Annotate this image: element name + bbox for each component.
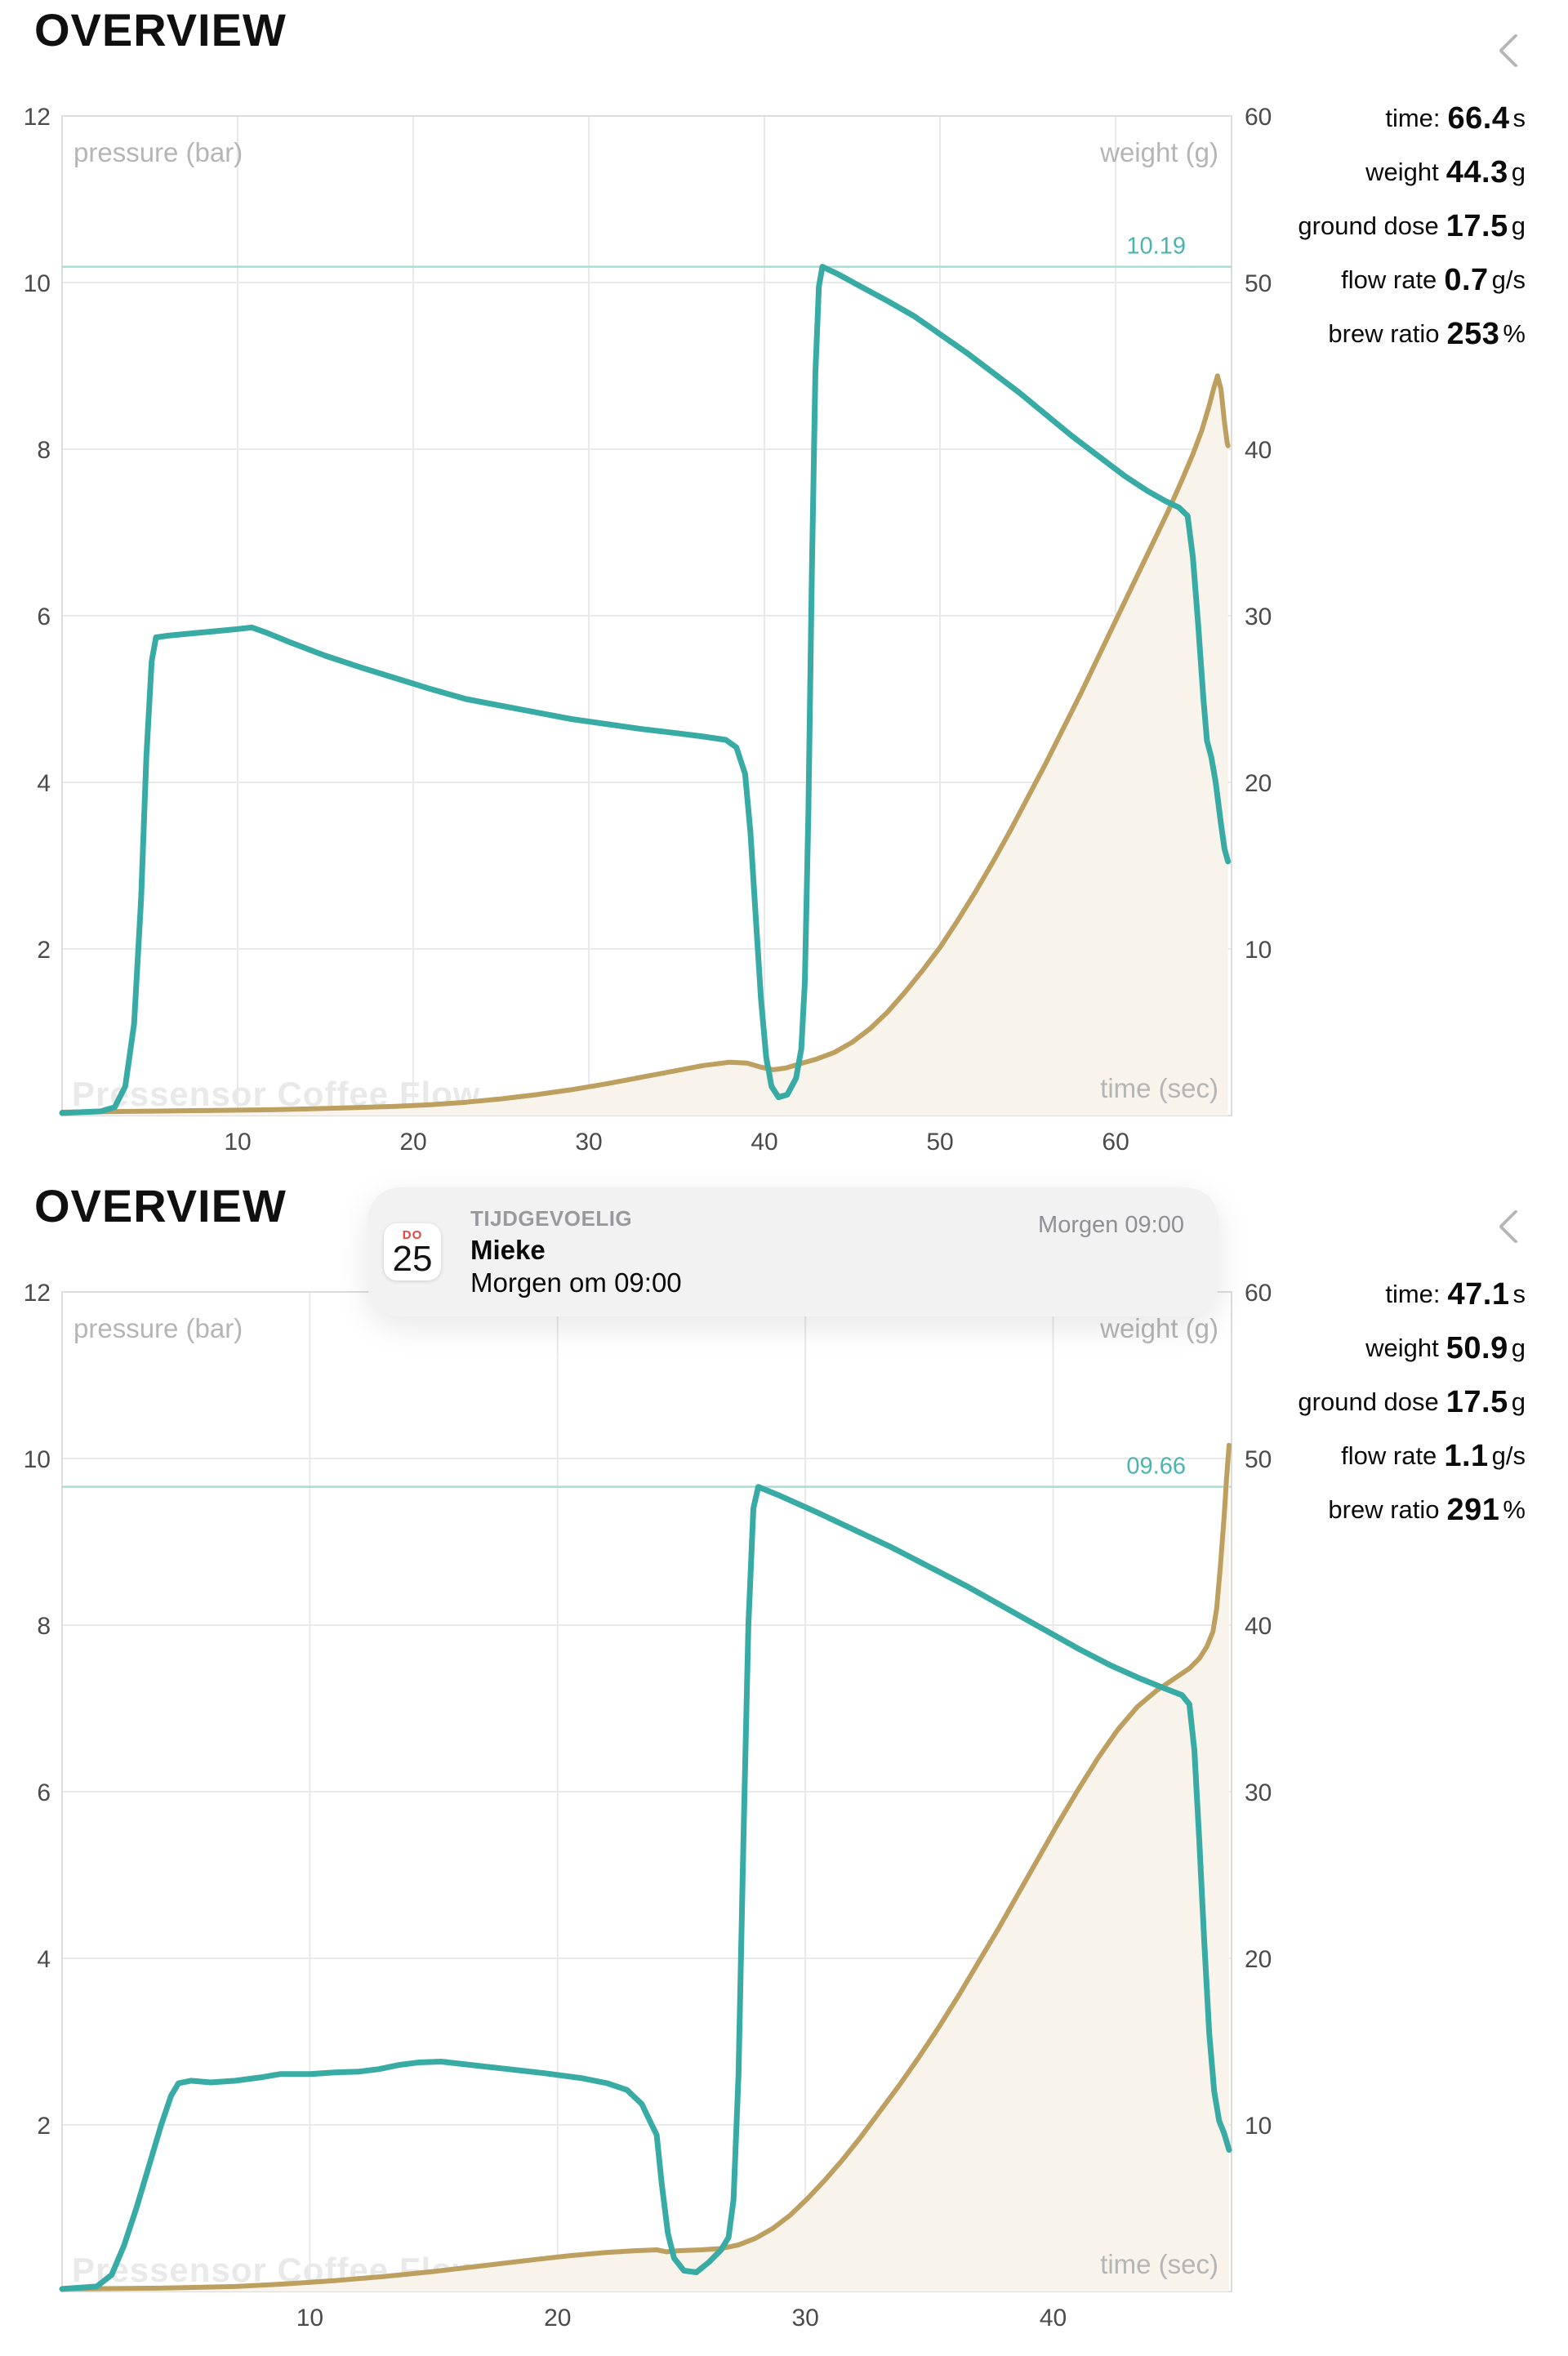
svg-text:30: 30 bbox=[1245, 603, 1272, 630]
stat-flow-rate: flow rate 0.7 g/s bbox=[1341, 262, 1526, 297]
brew-chart-2: Pressensor Coffee Flow 09.66 pressure (bar… bbox=[0, 1176, 1274, 2352]
svg-text:6: 6 bbox=[37, 603, 51, 630]
calendar-day-abbr: DO bbox=[402, 1227, 423, 1242]
svg-text:50: 50 bbox=[926, 1129, 953, 1156]
svg-text:60: 60 bbox=[1245, 1280, 1272, 1307]
stat-brew-ratio: brew ratio 253% bbox=[1328, 316, 1526, 351]
svg-text:pressure (bar): pressure (bar) bbox=[74, 1313, 243, 1343]
stats-panel: time: 47.1 s weight 50.9 g ground dose 17.5 g … bbox=[1298, 1267, 1526, 1537]
svg-text:2: 2 bbox=[37, 937, 51, 964]
stat-brew-ratio: brew ratio 291% bbox=[1328, 1492, 1526, 1527]
svg-text:20: 20 bbox=[1245, 1946, 1272, 1973]
svg-text:10: 10 bbox=[224, 1129, 251, 1156]
stat-ground-dose: ground dose 17.5 g bbox=[1298, 1384, 1526, 1419]
svg-text:40: 40 bbox=[1040, 2305, 1067, 2332]
stat-time: time: 47.1 s bbox=[1385, 1276, 1526, 1312]
svg-text:time (sec): time (sec) bbox=[1100, 2249, 1218, 2279]
stat-flow-rate: flow rate 1.1 g/s bbox=[1341, 1438, 1526, 1473]
svg-text:20: 20 bbox=[399, 1129, 426, 1156]
notification-message: Morgen om 09:00 bbox=[470, 1267, 682, 1298]
brew-overview-section-1: Pressensor Coffee Flow 10.19 pressure (bar… bbox=[0, 0, 1568, 1176]
svg-text:09.66: 09.66 bbox=[1126, 1454, 1186, 1480]
svg-text:10: 10 bbox=[1245, 2113, 1272, 2140]
svg-text:20: 20 bbox=[1245, 770, 1272, 797]
stats-panel: time: 66.4 s weight 44.3 g ground dose 17.5 g … bbox=[1298, 91, 1526, 361]
svg-text:8: 8 bbox=[37, 437, 51, 464]
svg-text:30: 30 bbox=[791, 2305, 818, 2332]
svg-text:50: 50 bbox=[1245, 1446, 1272, 1473]
collapse-chevron-button[interactable] bbox=[1496, 31, 1535, 70]
svg-text:10.19: 10.19 bbox=[1126, 234, 1186, 260]
page-title: OVERVIEW bbox=[34, 1180, 287, 1231]
calendar-icon: DO 25 bbox=[384, 1223, 441, 1280]
svg-text:4: 4 bbox=[37, 770, 51, 797]
collapse-chevron-button[interactable] bbox=[1496, 1207, 1535, 1246]
chevron-left-icon bbox=[1498, 33, 1534, 69]
notification-banner[interactable]: DO 25 TIJDGEVOELIG Mieke Morgen om 09:00… bbox=[368, 1187, 1218, 1316]
svg-text:30: 30 bbox=[1245, 1779, 1272, 1806]
svg-text:12: 12 bbox=[24, 104, 51, 131]
stat-weight: weight 50.9 g bbox=[1365, 1330, 1526, 1365]
svg-text:10: 10 bbox=[1245, 937, 1272, 964]
stat-weight: weight 44.3 g bbox=[1365, 154, 1526, 189]
svg-text:50: 50 bbox=[1245, 270, 1272, 297]
svg-text:60: 60 bbox=[1102, 1129, 1129, 1156]
notification-sender: Mieke bbox=[470, 1234, 546, 1265]
svg-text:6: 6 bbox=[37, 1779, 51, 1806]
svg-text:time (sec): time (sec) bbox=[1100, 1073, 1218, 1103]
notification-category: TIJDGEVOELIG bbox=[470, 1205, 633, 1231]
svg-text:10: 10 bbox=[296, 2305, 323, 2332]
stat-ground-dose: ground dose 17.5 g bbox=[1298, 208, 1526, 243]
brew-chart-1: Pressensor Coffee Flow 10.19 pressure (bar… bbox=[0, 0, 1274, 1176]
svg-text:weight (g): weight (g) bbox=[1099, 1313, 1218, 1343]
svg-text:40: 40 bbox=[751, 1129, 777, 1156]
svg-text:10: 10 bbox=[24, 1446, 51, 1473]
stat-time: time: 66.4 s bbox=[1385, 100, 1526, 136]
svg-text:10: 10 bbox=[24, 270, 51, 297]
svg-text:40: 40 bbox=[1245, 437, 1272, 464]
notification-time: Morgen 09:00 bbox=[1038, 1212, 1184, 1238]
svg-text:8: 8 bbox=[37, 1613, 51, 1640]
page-title: OVERVIEW bbox=[34, 4, 287, 56]
svg-text:30: 30 bbox=[575, 1129, 602, 1156]
calendar-day-number: 25 bbox=[392, 1238, 433, 1279]
svg-text:12: 12 bbox=[24, 1280, 51, 1307]
svg-text:2: 2 bbox=[37, 2113, 51, 2140]
chevron-left-icon bbox=[1498, 1209, 1534, 1245]
svg-text:4: 4 bbox=[37, 1946, 51, 1973]
svg-text:weight (g): weight (g) bbox=[1099, 137, 1218, 167]
brew-overview-section-2: Pressensor Coffee Flow 09.66 pressure (bar… bbox=[0, 1176, 1568, 2352]
svg-text:60: 60 bbox=[1245, 104, 1272, 131]
svg-text:20: 20 bbox=[544, 2305, 571, 2332]
svg-text:40: 40 bbox=[1245, 1613, 1272, 1640]
svg-text:pressure (bar): pressure (bar) bbox=[74, 137, 243, 167]
notification-text: TIJDGEVOELIG Mieke Morgen om 09:00 bbox=[470, 1206, 682, 1298]
